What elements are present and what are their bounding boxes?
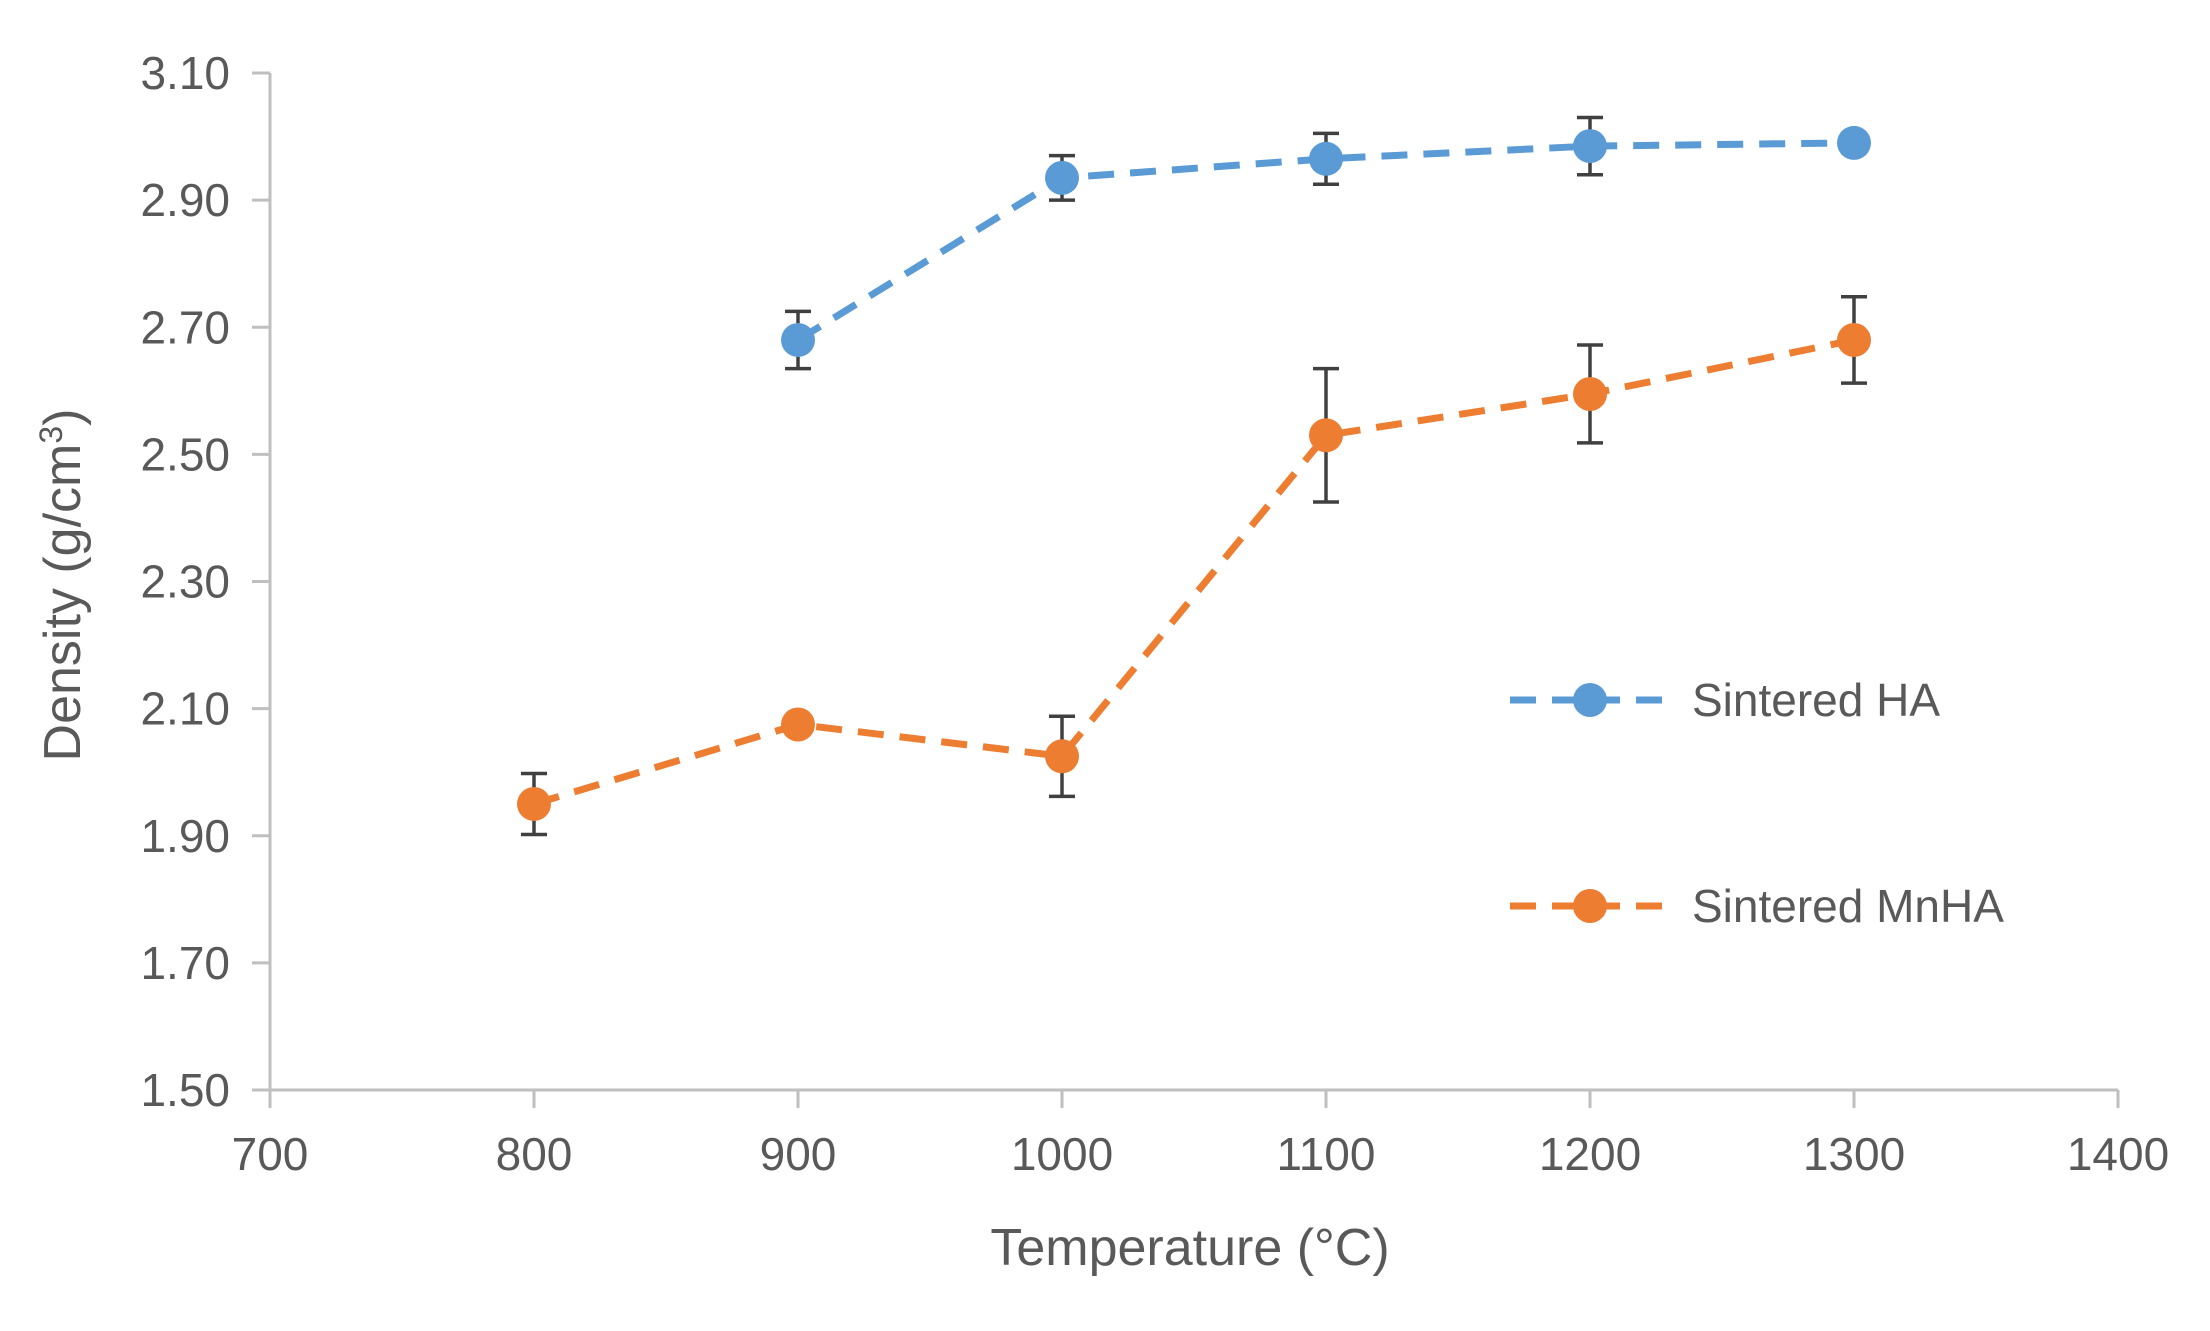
legend-label-sintered-ha: Sintered HA [1692, 674, 1940, 726]
y-tick-label: 2.10 [140, 683, 230, 735]
y-tick-label: 2.70 [140, 301, 230, 353]
y-tick-label: 1.70 [140, 937, 230, 989]
y-tick-label: 1.90 [140, 810, 230, 862]
legend-item-sintered-ha: Sintered HA [1510, 674, 1940, 726]
x-tick-label: 1200 [1539, 1128, 1641, 1180]
legend-marker-sintered-ha [1573, 683, 1607, 717]
x-tick-label: 900 [760, 1128, 837, 1180]
legend-item-sintered-mnha: Sintered MnHA [1510, 880, 2004, 932]
y-tick-label: 2.30 [140, 556, 230, 608]
x-tick-label: 1400 [2067, 1128, 2169, 1180]
data-point [1045, 160, 1079, 195]
legend-marker-sintered-mnha [1573, 889, 1607, 923]
series-line-sintered-mnha [532, 336, 1855, 808]
x-tick-label: 1100 [1277, 1128, 1376, 1180]
x-tick-label: 1000 [1011, 1128, 1113, 1180]
y-axis-title-main: Density (g/cm [34, 444, 92, 762]
y-tick-label: 2.50 [140, 428, 230, 480]
series-sintered-mnha [517, 294, 1871, 837]
x-tick-labels: 700 800 900 1000 1100 1200 1300 1400 [232, 1128, 2170, 1180]
data-point [781, 707, 815, 742]
x-tick-label: 700 [232, 1128, 309, 1180]
data-point [1573, 129, 1607, 164]
legend: Sintered HA Sintered MnHA [1510, 674, 2004, 932]
y-tick-label: 1.50 [140, 1064, 230, 1116]
y-tick-label: 2.90 [140, 174, 230, 226]
x-tick-label: 800 [496, 1128, 573, 1180]
data-point [1837, 322, 1871, 357]
y-tick-labels: 1.50 1.70 1.90 2.10 2.30 2.50 2.70 2.90 3.10 [140, 47, 230, 1116]
series-layer [517, 115, 1871, 837]
axes [252, 71, 2120, 1108]
data-point [1573, 376, 1607, 411]
y-tick-label: 3.10 [140, 47, 230, 99]
data-point [1309, 141, 1343, 176]
legend-label-sintered-mnha: Sintered MnHA [1692, 880, 2004, 932]
data-point [1837, 125, 1871, 160]
data-point [1309, 418, 1343, 453]
x-tick-label: 1300 [1803, 1128, 1905, 1180]
y-axis-title: Density (g/cm3) [33, 409, 92, 762]
data-point [1045, 739, 1079, 774]
y-axis-title-superscript: 3 [33, 426, 69, 444]
series-sintered-ha [781, 115, 1871, 371]
data-point [781, 322, 815, 357]
x-axis-title: Temperature (°C) [990, 1219, 1389, 1277]
y-axis-title-close: ) [34, 409, 92, 426]
data-point [517, 786, 551, 821]
series-line-sintered-ha [796, 139, 1855, 343]
